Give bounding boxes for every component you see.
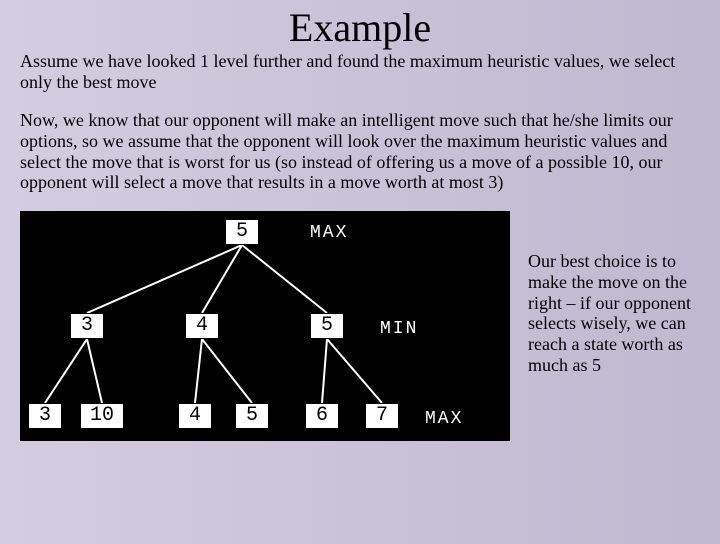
tree-node: 4 (185, 313, 219, 339)
minimax-tree: 5MAX345MIN3104567MAX (20, 211, 510, 441)
tree-node: 6 (305, 403, 339, 429)
paragraph-1: Assume we have looked 1 level further an… (20, 51, 700, 92)
tree-node: 4 (178, 403, 212, 429)
slide-title: Example (20, 4, 700, 51)
tree-edge (45, 339, 87, 403)
slide: Example Assume we have looked 1 level fu… (0, 4, 720, 441)
tree-node: 3 (28, 403, 62, 429)
side-caption: Our best choice is to make the move on t… (528, 211, 700, 375)
tree-edge (202, 245, 242, 313)
tree-edge (87, 339, 102, 403)
tree-node: 3 (70, 313, 104, 339)
tree-edge (202, 339, 252, 403)
tree-node: 5 (225, 219, 259, 245)
tree-level-label: MAX (425, 409, 463, 429)
tree-node: 10 (80, 403, 124, 429)
tree-edge (195, 339, 202, 403)
paragraph-2: Now, we know that our opponent will make… (20, 110, 700, 193)
tree-level-label: MIN (380, 319, 418, 339)
tree-node: 5 (235, 403, 269, 429)
tree-node: 7 (365, 403, 399, 429)
tree-edge (242, 245, 327, 313)
tree-level-label: MAX (310, 223, 348, 243)
tree-edge (327, 339, 382, 403)
tree-edge (322, 339, 327, 403)
tree-edge (87, 245, 242, 313)
bottom-row: 5MAX345MIN3104567MAX Our best choice is … (20, 211, 700, 441)
tree-node: 5 (310, 313, 344, 339)
